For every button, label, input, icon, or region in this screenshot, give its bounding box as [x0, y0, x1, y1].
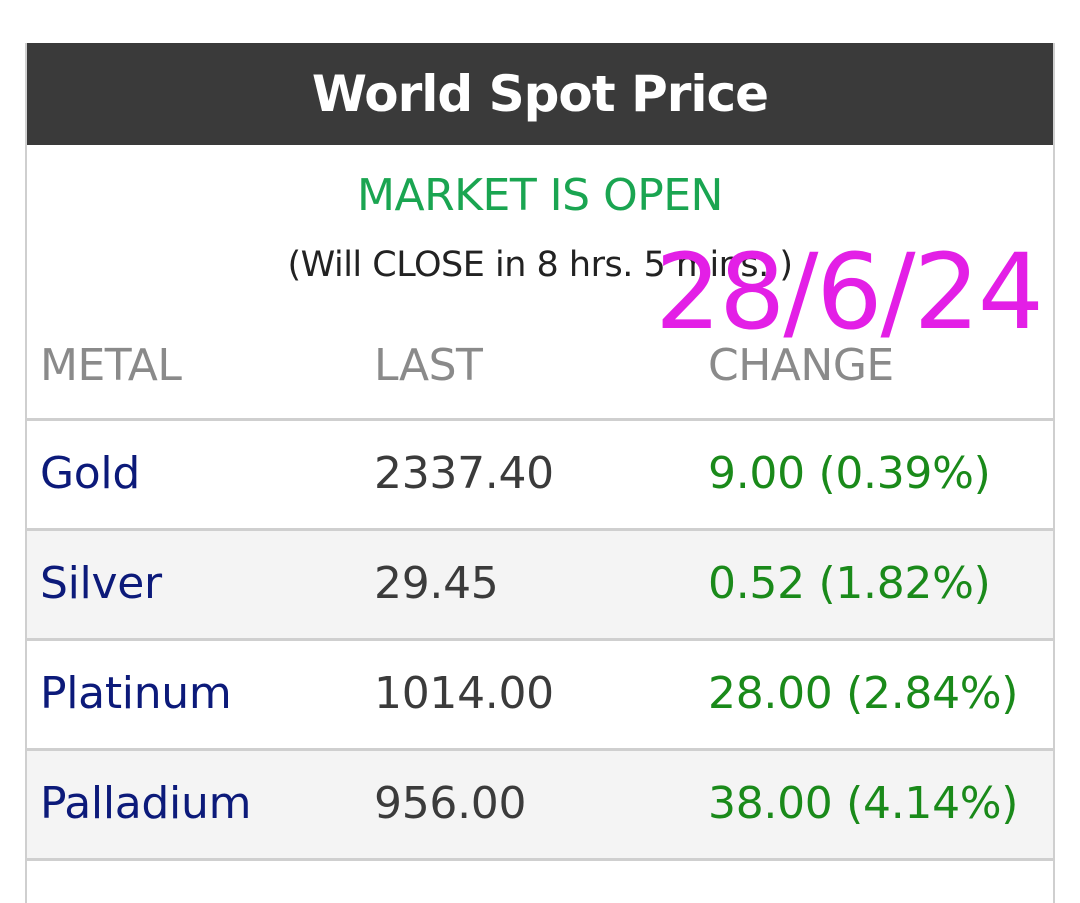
market-status: MARKET IS OPEN	[357, 170, 723, 221]
last-price: 956.00	[374, 778, 527, 829]
market-close-countdown: (Will CLOSE in 8 hrs. 5 mins. )	[287, 245, 793, 285]
table-row-silver: Silver 29.45 0.52 (1.82%)	[27, 528, 1053, 638]
table-row-next	[27, 858, 1053, 898]
metal-name[interactable]: Platinum	[40, 668, 232, 719]
last-price: 1014.00	[374, 668, 554, 719]
table-row-gold: Gold 2337.40 9.00 (0.39%)	[27, 418, 1053, 528]
metal-name[interactable]: Gold	[40, 448, 140, 499]
price-table: Gold 2337.40 9.00 (0.39%) Silver 29.45 0…	[27, 418, 1053, 898]
metal-name[interactable]: Palladium	[40, 778, 252, 829]
price-change: 0.52 (1.82%)	[708, 558, 991, 609]
price-change: 9.00 (0.39%)	[708, 448, 991, 499]
last-price: 29.45	[374, 558, 499, 609]
spot-price-widget: World Spot Price MARKET IS OPEN (Will CL…	[25, 43, 1055, 903]
table-row-palladium: Palladium 956.00 38.00 (4.14%)	[27, 748, 1053, 858]
price-change: 28.00 (2.84%)	[708, 668, 1019, 719]
column-header-change: CHANGE	[708, 340, 894, 391]
price-change: 38.00 (4.14%)	[708, 778, 1019, 829]
last-price: 2337.40	[374, 448, 554, 499]
widget-title: World Spot Price	[27, 43, 1053, 145]
metal-name[interactable]: Silver	[40, 558, 162, 609]
column-header-metal: METAL	[40, 340, 182, 391]
handwritten-date-annotation: 28/6/24	[655, 231, 1044, 353]
table-row-platinum: Platinum 1014.00 28.00 (2.84%)	[27, 638, 1053, 748]
column-header-last: LAST	[374, 340, 483, 391]
